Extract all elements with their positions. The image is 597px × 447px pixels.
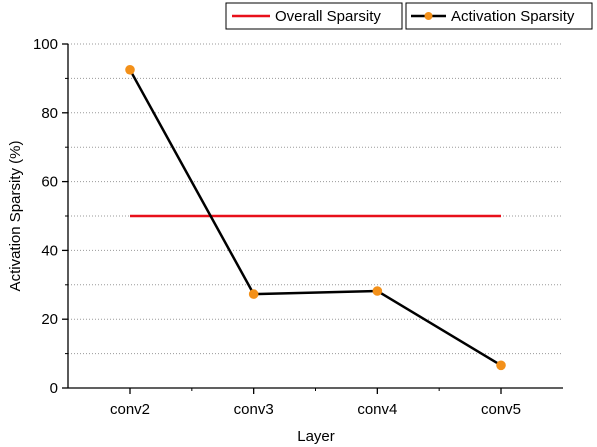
legend-label-activation: Activation Sparsity — [451, 8, 575, 25]
legend-label-overall: Overall Sparsity — [275, 8, 381, 25]
point-activation-sparsity-conv2 — [125, 65, 135, 75]
series-line-activation-sparsity — [128, 69, 502, 367]
legend: Overall Sparsity Activation Sparsity — [225, 2, 593, 30]
y-ticks: 0 20 40 60 80 100 — [33, 36, 68, 397]
point-activation-sparsity-conv5 — [496, 360, 506, 371]
x-tick-label-conv3: conv3 — [234, 401, 274, 418]
point-activation-sparsity-conv3 — [248, 289, 259, 299]
y-tick-label-80: 80 — [41, 105, 58, 122]
y-tick-label-0: 0 — [50, 380, 58, 397]
y-axis-title: Activation Sparsity (%) — [7, 141, 24, 292]
x-ticks: conv2 conv3 conv4 conv5 — [110, 388, 521, 418]
x-axis-title: Layer — [297, 428, 335, 445]
series-group — [125, 65, 506, 371]
y-tick-label-60: 60 — [41, 174, 58, 191]
x-tick-label-conv4: conv4 — [357, 401, 397, 418]
y-tick-label-40: 40 — [41, 242, 58, 259]
x-tick-label-conv5: conv5 — [481, 401, 521, 418]
y-tick-label-20: 20 — [41, 311, 58, 328]
point-activation-sparsity-conv4 — [372, 286, 383, 296]
legend-marker-activation — [424, 12, 433, 20]
y-tick-label-100: 100 — [33, 36, 58, 53]
x-tick-label-conv2: conv2 — [110, 401, 150, 418]
